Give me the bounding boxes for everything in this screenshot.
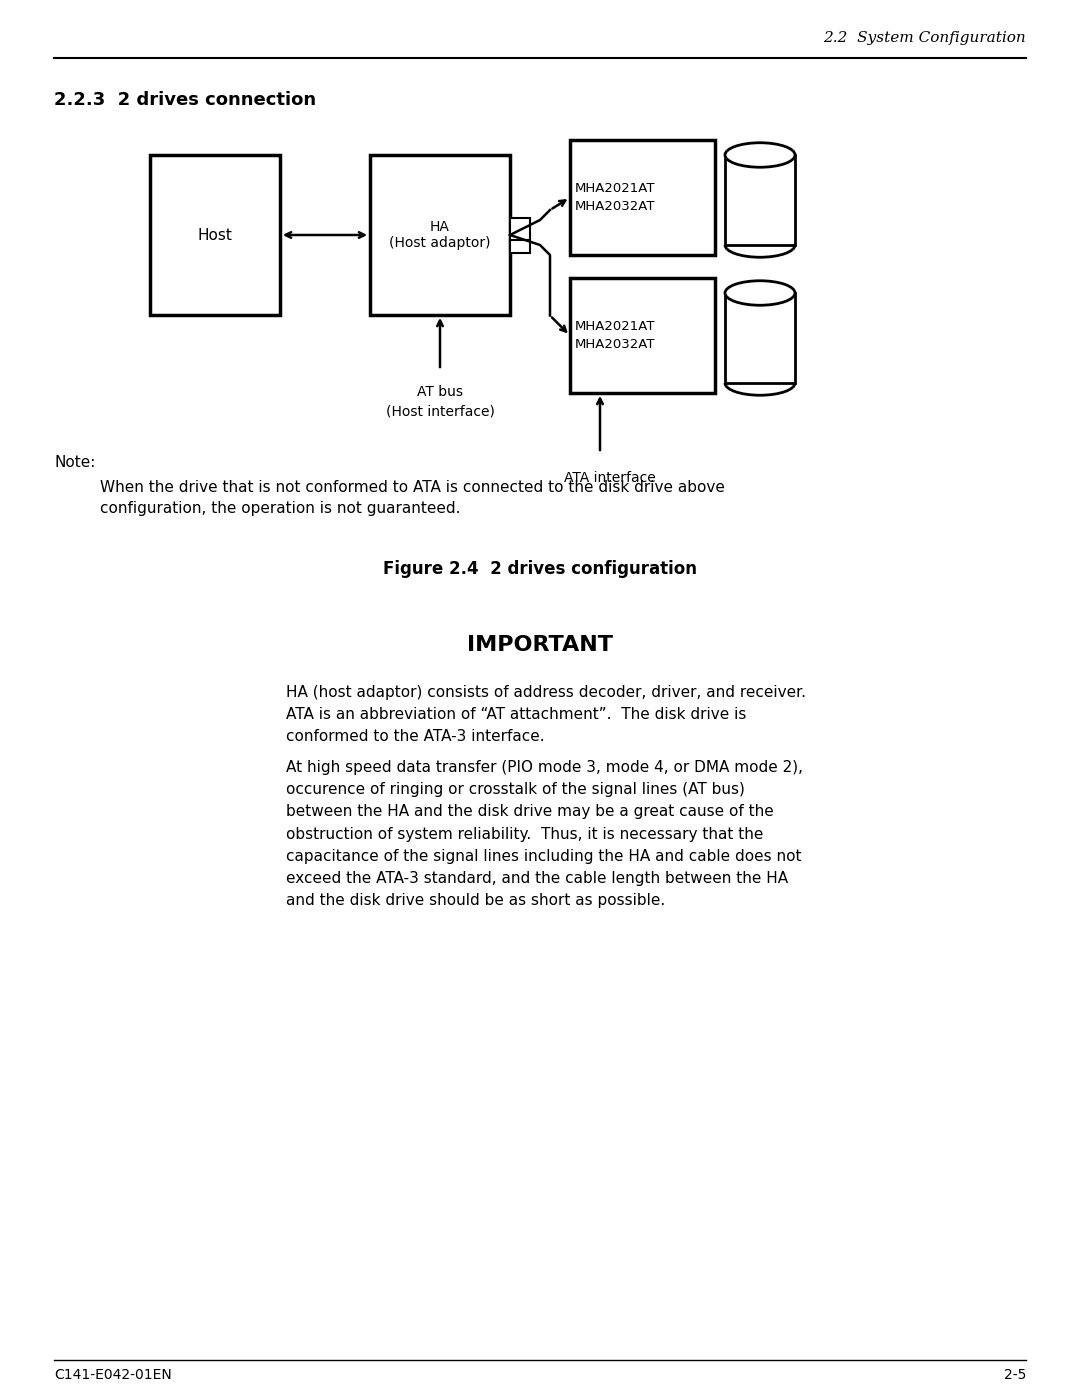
Text: 2-5: 2-5 bbox=[1003, 1368, 1026, 1382]
Bar bbox=[370, 155, 510, 314]
Bar bbox=[570, 140, 715, 256]
Text: MHA2021AT
MHA2032AT: MHA2021AT MHA2032AT bbox=[575, 320, 656, 351]
Text: IMPORTANT: IMPORTANT bbox=[467, 636, 613, 655]
Text: AT bus
(Host interface): AT bus (Host interface) bbox=[386, 386, 495, 419]
Bar bbox=[725, 293, 795, 383]
Text: HA
(Host adaptor): HA (Host adaptor) bbox=[389, 219, 490, 250]
Text: HA (host adaptor) consists of address decoder, driver, and receiver.
ATA is an a: HA (host adaptor) consists of address de… bbox=[286, 685, 806, 745]
Ellipse shape bbox=[725, 142, 795, 168]
Text: When the drive that is not conformed to ATA is connected to the disk drive above: When the drive that is not conformed to … bbox=[100, 481, 725, 515]
Text: Figure 2.4  2 drives configuration: Figure 2.4 2 drives configuration bbox=[383, 560, 697, 578]
Text: MHA2021AT
MHA2032AT: MHA2021AT MHA2032AT bbox=[575, 183, 656, 212]
Bar bbox=[725, 155, 795, 244]
Bar bbox=[570, 278, 715, 393]
Bar bbox=[510, 240, 530, 253]
Text: C141-E042-01EN: C141-E042-01EN bbox=[54, 1368, 172, 1382]
Text: At high speed data transfer (PIO mode 3, mode 4, or DMA mode 2),
occurence of ri: At high speed data transfer (PIO mode 3,… bbox=[286, 760, 804, 908]
Text: 2.2  System Configuration: 2.2 System Configuration bbox=[823, 31, 1026, 45]
Bar bbox=[510, 218, 530, 243]
Bar bbox=[150, 155, 280, 314]
Ellipse shape bbox=[725, 281, 795, 306]
Text: Note:: Note: bbox=[54, 455, 95, 469]
Text: Host: Host bbox=[198, 228, 232, 243]
Text: 2.2.3  2 drives connection: 2.2.3 2 drives connection bbox=[54, 91, 316, 109]
Text: ATA interface: ATA interface bbox=[564, 471, 656, 485]
